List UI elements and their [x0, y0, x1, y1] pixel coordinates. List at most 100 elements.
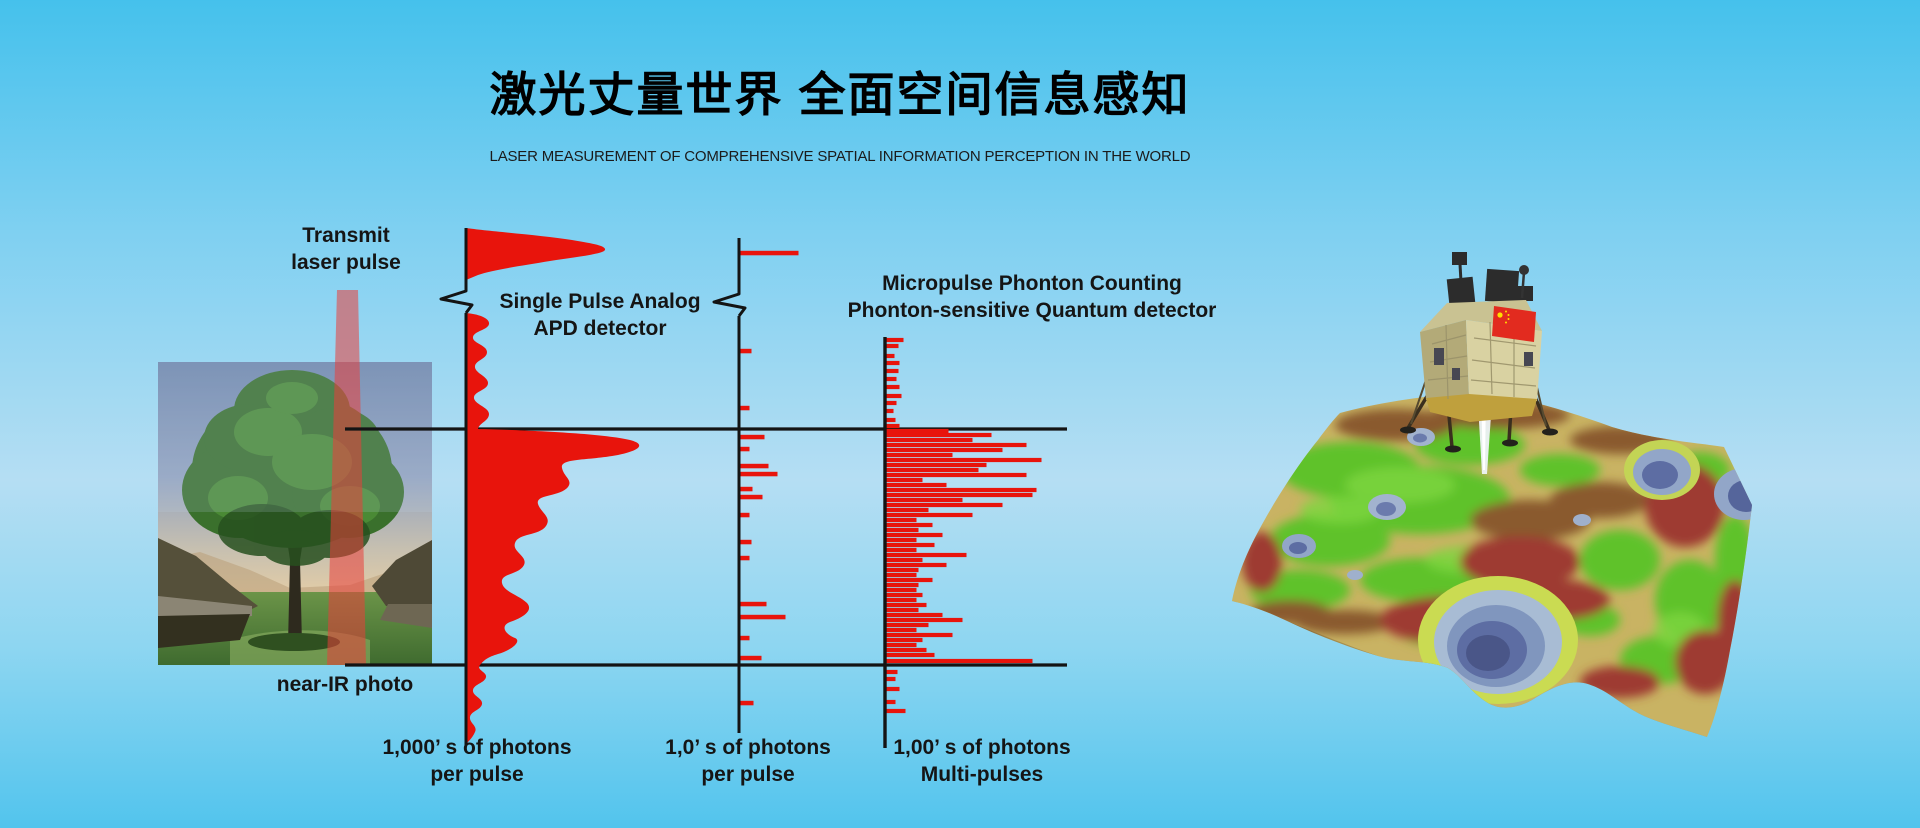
signal-bar: [886, 647, 927, 653]
lidar-terrain-map: [1232, 252, 1752, 737]
signal-bar: [886, 617, 963, 623]
signal-bar: [886, 686, 900, 692]
signal-bar: [886, 437, 973, 443]
signal-bar: [886, 527, 919, 533]
signal-bar: [886, 400, 897, 406]
photon-counting-column: [712, 238, 799, 733]
signal-bar: [886, 592, 923, 598]
signal-bar: [740, 655, 762, 661]
axis-break-icon: [712, 288, 747, 317]
quantum-detector-title: Micropulse Phonton Counting Phonton-sens…: [847, 272, 1217, 322]
apd-detector-title: Single Pulse Analog APD detector: [499, 290, 701, 340]
signal-bar: [886, 532, 943, 538]
signal-bar: [886, 602, 927, 608]
signal-bar: [886, 572, 917, 578]
signal-bar: [740, 348, 752, 354]
signal-bar: [886, 457, 1042, 463]
signal-bar: [740, 555, 750, 561]
axis-break-icon: [439, 285, 474, 314]
signal-bar: [740, 250, 799, 256]
signal-bar: [886, 622, 929, 628]
signal-bar: [886, 360, 900, 366]
signal-bar: [886, 467, 979, 473]
signal-bar: [886, 368, 899, 374]
signal-bar: [886, 517, 917, 523]
signal-bar: [886, 562, 947, 568]
signal-bar: [886, 567, 919, 573]
signal-bar: [886, 708, 906, 714]
signal-bar: [886, 477, 923, 483]
signal-bar: [886, 428, 949, 434]
signal-bar: [740, 471, 778, 477]
multipulse-axis-caption: 1,00’ s of photons Multi-pulses: [893, 736, 1071, 786]
signal-bar: [740, 635, 750, 641]
signal-bar: [886, 442, 1027, 448]
signal-bar: [886, 637, 923, 643]
signal-bar: [886, 384, 900, 390]
signal-bar: [886, 587, 917, 593]
signal-bar: [886, 447, 1003, 453]
signal-bar: [886, 492, 1033, 498]
lunar-lander: [1400, 252, 1558, 474]
signal-bar: [886, 676, 896, 682]
apd-axis-caption: 1,000’ s of photons per pulse: [382, 736, 572, 786]
signal-bar: [886, 417, 896, 423]
signal-bar: [886, 522, 933, 528]
signal-bar: [886, 547, 917, 553]
signal-bar: [886, 652, 935, 658]
signal-bar: [740, 601, 767, 607]
signal-bar: [886, 658, 1033, 664]
signal-bar: [740, 539, 752, 545]
signal-bar: [886, 408, 894, 414]
signal-bar: [740, 463, 769, 469]
histogram-bars: [886, 337, 1042, 714]
photon-axis: [712, 238, 747, 733]
crater-large: [1418, 576, 1578, 704]
signal-bar: [886, 432, 992, 438]
signal-bar: [886, 462, 987, 468]
signal-bar: [886, 552, 967, 558]
near-ir-photo-image: [158, 362, 432, 665]
apd-axis: [439, 228, 474, 745]
signal-bar: [886, 376, 897, 382]
signal-bar: [886, 343, 899, 349]
signal-bar: [886, 669, 898, 675]
signal-bar: [886, 502, 1003, 508]
signal-bar: [740, 405, 750, 411]
signal-bar: [886, 557, 923, 563]
signal-bar: [886, 632, 953, 638]
signal-bar: [886, 642, 917, 648]
laser-beam: [327, 290, 366, 665]
signal-bar: [886, 507, 929, 513]
page-title: 激光丈量世界 全面空间信息感知: [489, 68, 1191, 121]
near-ir-photo-label: near-IR photo: [276, 673, 414, 696]
photon-ticks: [740, 250, 799, 706]
signal-bar: [886, 597, 917, 603]
signal-bar: [886, 497, 963, 503]
signal-bar: [740, 512, 750, 518]
signal-bar: [886, 472, 1027, 478]
signal-bar: [886, 542, 935, 548]
signal-bar: [886, 612, 943, 618]
signal-bar: [740, 614, 786, 620]
signal-bar: [886, 512, 973, 518]
apd-analog-waveform: [439, 228, 640, 745]
signal-bar: [740, 700, 754, 706]
multipulse-histogram: [883, 337, 1042, 748]
signal-bar: [886, 577, 933, 583]
page-subtitle: LASER MEASUREMENT OF COMPREHENSIVE SPATI…: [489, 148, 1191, 165]
signal-bar: [886, 482, 947, 488]
signal-bar: [886, 487, 1037, 493]
signal-bar: [740, 446, 750, 452]
china-flag-icon: [1492, 306, 1536, 342]
signal-bar: [740, 434, 765, 440]
signal-bar: [886, 582, 919, 588]
transmit-laser-pulse-label: Transmit laser pulse: [291, 224, 401, 274]
photon-axis-caption: 1,0’ s of photons per pulse: [665, 736, 831, 786]
signal-bar: [886, 452, 953, 458]
signal-bar: [886, 537, 917, 543]
signal-bar: [886, 607, 919, 613]
signal-bar: [740, 486, 753, 492]
